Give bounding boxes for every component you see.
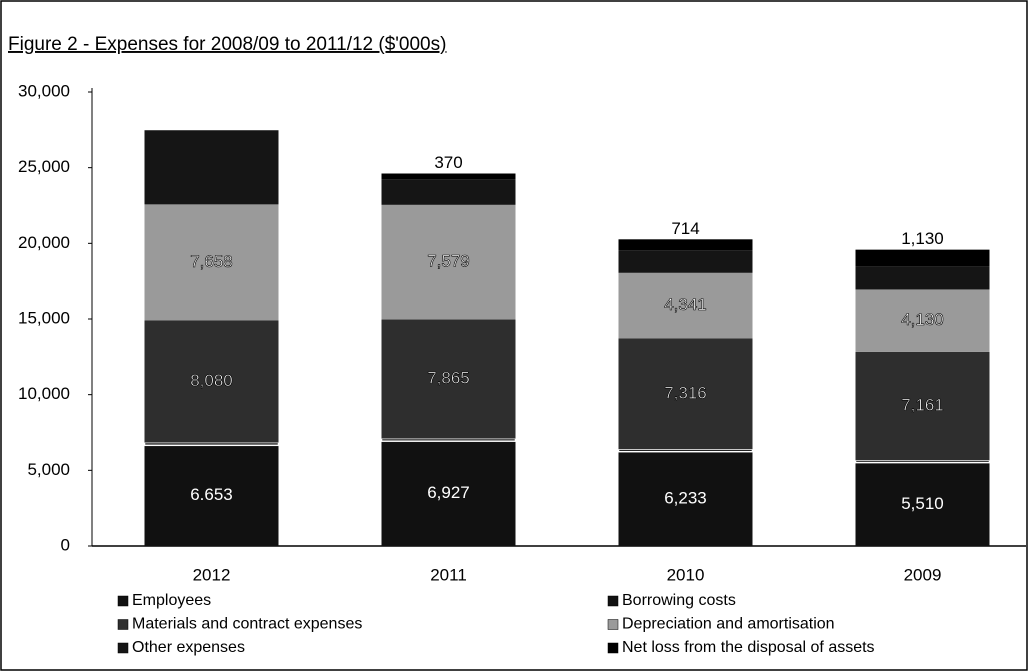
legend-label: Borrowing costs [622, 592, 736, 609]
legend-label: Net loss from the disposal of assets [622, 639, 875, 656]
legend-swatch [607, 642, 619, 654]
bar-segment [144, 445, 279, 546]
bar-segment [854, 459, 991, 464]
bar-segment [855, 289, 990, 352]
x-tick-label: 2009 [904, 565, 942, 584]
y-tick-label: 20,000 [18, 233, 70, 252]
bar-segment [855, 351, 990, 461]
bar-segment [380, 437, 517, 442]
data-label: 7,865 [427, 369, 470, 388]
bar-segment [618, 250, 753, 273]
data-label: 7,579 [427, 252, 470, 271]
data-label: 7,316 [664, 383, 707, 402]
data-label: 5,510 [901, 494, 944, 513]
legend-label: Employees [132, 592, 211, 609]
data-label: 4,341 [664, 295, 707, 314]
data-label: 4,130 [901, 310, 944, 329]
legend-swatch [607, 619, 619, 630]
bar-segment [618, 239, 753, 251]
legend-swatch [117, 642, 129, 654]
data-label: 6.653 [190, 485, 233, 504]
bar-segment [144, 204, 279, 321]
bar-segment [144, 130, 279, 205]
bar-segment [618, 451, 753, 546]
bar-segment [381, 441, 516, 546]
bar-segment [855, 462, 990, 546]
bar-segment [618, 272, 753, 339]
legend-label: Materials and contract expenses [132, 616, 362, 633]
legend-swatch [607, 595, 619, 607]
bar-segment [617, 448, 754, 453]
data-label: 6,927 [427, 483, 470, 502]
x-tick-label: 2010 [667, 565, 705, 584]
y-tick-label: 30,000 [18, 81, 70, 100]
bar-segment [381, 204, 516, 320]
bar-segment [618, 338, 753, 450]
legend-label: Depreciation and amortisation [622, 616, 835, 633]
bar-segment [381, 173, 516, 180]
bar-segment [144, 320, 279, 443]
data-label: 6,233 [664, 488, 707, 507]
data-label: 7,161 [901, 396, 944, 415]
y-tick-label: 25,000 [18, 157, 70, 176]
data-label: 8,080 [190, 371, 233, 390]
data-label: 1,130 [901, 229, 944, 248]
y-tick-label: 15,000 [18, 308, 70, 327]
y-tick-label: 0 [61, 535, 70, 554]
x-tick-label: 2012 [193, 565, 231, 584]
x-tick-label: 2011 [430, 565, 467, 584]
data-label: 370 [434, 153, 462, 172]
legend-label: Other expenses [132, 639, 245, 656]
legend-swatch [117, 619, 129, 630]
chart-title: Figure 2 - Expenses for 2008/09 to 2011/… [8, 34, 446, 55]
bar-segment [381, 179, 516, 205]
data-label: 714 [671, 219, 699, 238]
data-label: 7,658 [190, 252, 233, 271]
y-tick-label: 10,000 [18, 384, 70, 403]
bar-segment [381, 319, 516, 439]
y-tick-label: 5,000 [27, 460, 70, 479]
bar-segment [143, 441, 280, 447]
bar-segment [855, 249, 990, 267]
legend-swatch [117, 595, 129, 607]
bar-segment [855, 266, 990, 290]
